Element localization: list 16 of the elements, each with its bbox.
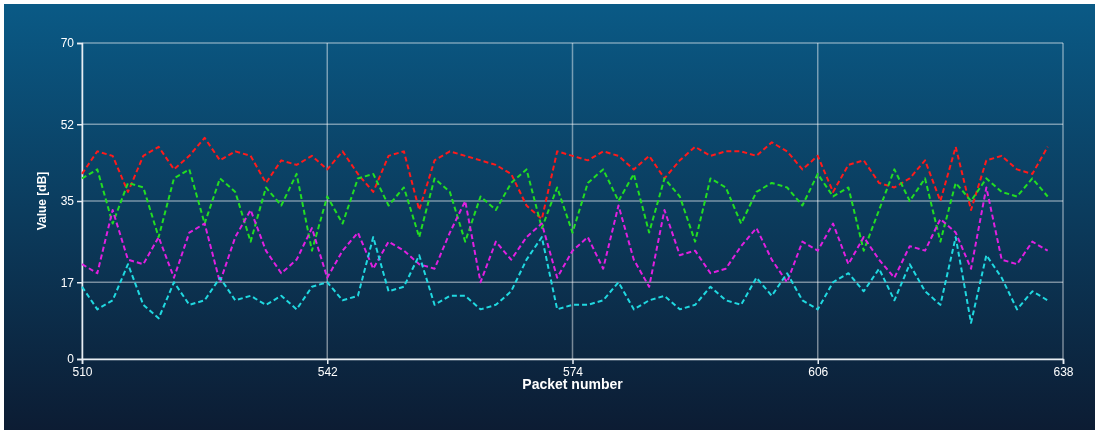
x-tick-label: 638 xyxy=(1053,364,1074,379)
x-tick-label: 510 xyxy=(72,364,93,379)
y-axis-title: Value [dB] xyxy=(35,171,49,231)
x-tick-label: 606 xyxy=(808,364,829,379)
x-tick-label: 542 xyxy=(317,364,339,379)
line-series xyxy=(81,236,1049,324)
line-series xyxy=(81,168,1049,252)
line-series xyxy=(81,136,1049,221)
x-axis-title: Packet number xyxy=(522,376,624,392)
y-tick-label: 0 xyxy=(67,352,75,367)
y-tick-label: 52 xyxy=(60,117,75,132)
x-tick-label: 574 xyxy=(562,364,584,379)
line-series xyxy=(81,186,1049,288)
y-tick-label: 35 xyxy=(60,194,75,209)
y-tick-label: 70 xyxy=(60,36,75,51)
y-tick-label: 17 xyxy=(60,275,75,290)
